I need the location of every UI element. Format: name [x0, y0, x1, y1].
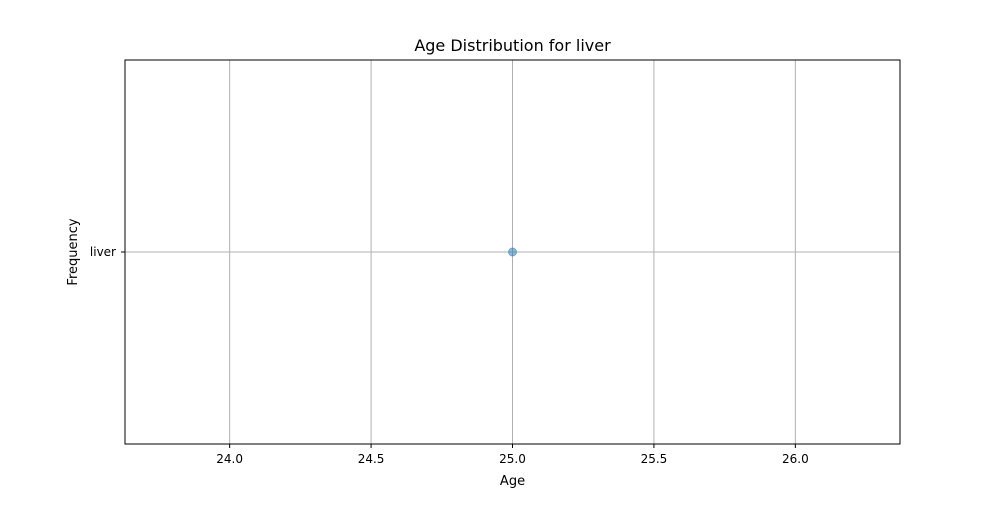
chart-title: Age Distribution for liver: [414, 36, 611, 55]
x-tick-label: 24.5: [358, 452, 385, 466]
y-tick-label: liver: [90, 245, 116, 259]
y-axis-label: Frequency: [66, 218, 81, 285]
data-point: [508, 247, 517, 257]
ticks-layer: 24.0 24.5 25.0 25.5 26.0 liver: [90, 245, 809, 466]
x-tick-label: 24.0: [216, 452, 243, 466]
x-tick-label: 25.0: [499, 452, 526, 466]
x-tick-label: 25.5: [641, 452, 668, 466]
x-axis-label: Age: [500, 474, 525, 489]
points-layer: [508, 247, 517, 257]
x-tick-label: 26.0: [782, 452, 809, 466]
